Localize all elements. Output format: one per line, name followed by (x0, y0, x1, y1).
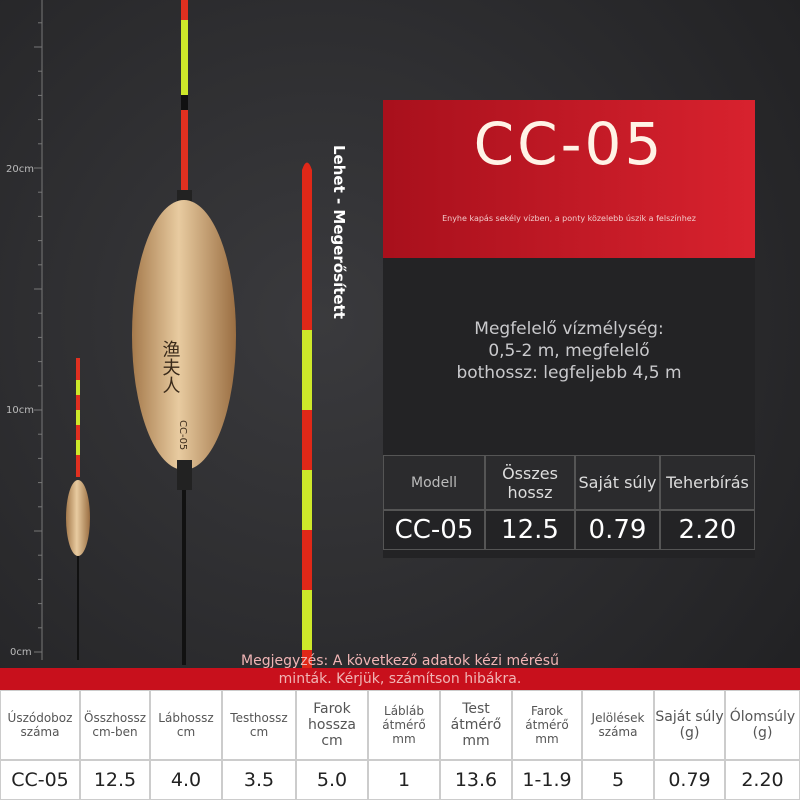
note: Megjegyzés: A következő adatok kézi méré… (0, 652, 800, 688)
svg-text:渔夫人: 渔夫人 (160, 340, 181, 394)
big-float: 渔夫人 CC-05 (132, 0, 236, 665)
header-cell: Ólomsúly (g) (725, 690, 800, 760)
note-line: minták. Kérjük, számítson hibákra. (278, 671, 522, 687)
spec-table-header: Modell Összes hossz Saját súly Teherbírás (383, 455, 755, 510)
value-cell: 12.5 (485, 510, 575, 550)
ruler-label: 10cm (6, 405, 34, 416)
float-label: CC-05 (177, 420, 188, 450)
header-cell: Farok átmérő mm (512, 690, 582, 760)
value-cell: 1-1.9 (512, 760, 582, 800)
rod-float (302, 162, 312, 668)
value-cell: 0.79 (654, 760, 725, 800)
header-cell: Összes hossz (485, 455, 575, 510)
spec-table-row: CC-05 12.5 0.79 2.20 (383, 510, 755, 550)
header-cell: Farok hossza cm (296, 690, 368, 760)
value-cell: 12.5 (80, 760, 150, 800)
header-cell: Modell (383, 455, 485, 510)
note-line: Megjegyzés: A következő adatok kézi méré… (241, 653, 559, 669)
value-cell: 5 (582, 760, 654, 800)
value-cell: 1 (368, 760, 440, 800)
header-cell: Lábláb átmérő mm (368, 690, 440, 760)
ruler-label: 0cm (10, 647, 32, 658)
header-cell: Saját súly (575, 455, 660, 510)
header-cell: Teherbírás (660, 455, 755, 510)
value-cell: 0.79 (575, 510, 660, 550)
value-cell: 2.20 (725, 760, 800, 800)
value-cell: 5.0 (296, 760, 368, 800)
description: Megfelelő vízmélység: 0,5-2 m, megfelelő… (383, 318, 755, 384)
header-panel (383, 100, 755, 258)
value-cell: 3.5 (222, 760, 296, 800)
side-text: Lehet - Megerősített (330, 145, 348, 319)
small-float (66, 358, 90, 660)
ruler-label: 20cm (6, 164, 34, 175)
description-line: 0,5-2 m, megfelelő (488, 341, 650, 361)
note-band (0, 668, 800, 690)
header-cell: Saját súly (g) (654, 690, 725, 760)
bottom-table-header: Úszódoboz száma Összhossz cm-ben Lábhossz … (0, 690, 800, 760)
header-cell: Összhossz cm-ben (80, 690, 150, 760)
description-line: bothossz: legfeljebb 4,5 m (456, 363, 682, 383)
header-cell: Úszódoboz száma (0, 690, 80, 760)
subtitle: Enyhe kapás sekély vízben, a ponty közel… (442, 214, 696, 223)
header-cell: Jelölések száma (582, 690, 654, 760)
header-cell: Testhossz cm (222, 690, 296, 760)
value-cell: 2.20 (660, 510, 755, 550)
header-cell: Test átmérő mm (440, 690, 512, 760)
value-cell: CC-05 (383, 510, 485, 550)
header-cell: Lábhossz cm (150, 690, 222, 760)
bottom-table-row: CC-05 12.5 4.0 3.5 5.0 1 13.6 1-1.9 5 0.79 2.20 (0, 760, 800, 800)
value-cell: 13.6 (440, 760, 512, 800)
title: CC-05 (473, 110, 665, 178)
value-cell: CC-05 (0, 760, 80, 800)
value-cell: 4.0 (150, 760, 222, 800)
description-line: Megfelelő vízmélység: (474, 319, 664, 339)
